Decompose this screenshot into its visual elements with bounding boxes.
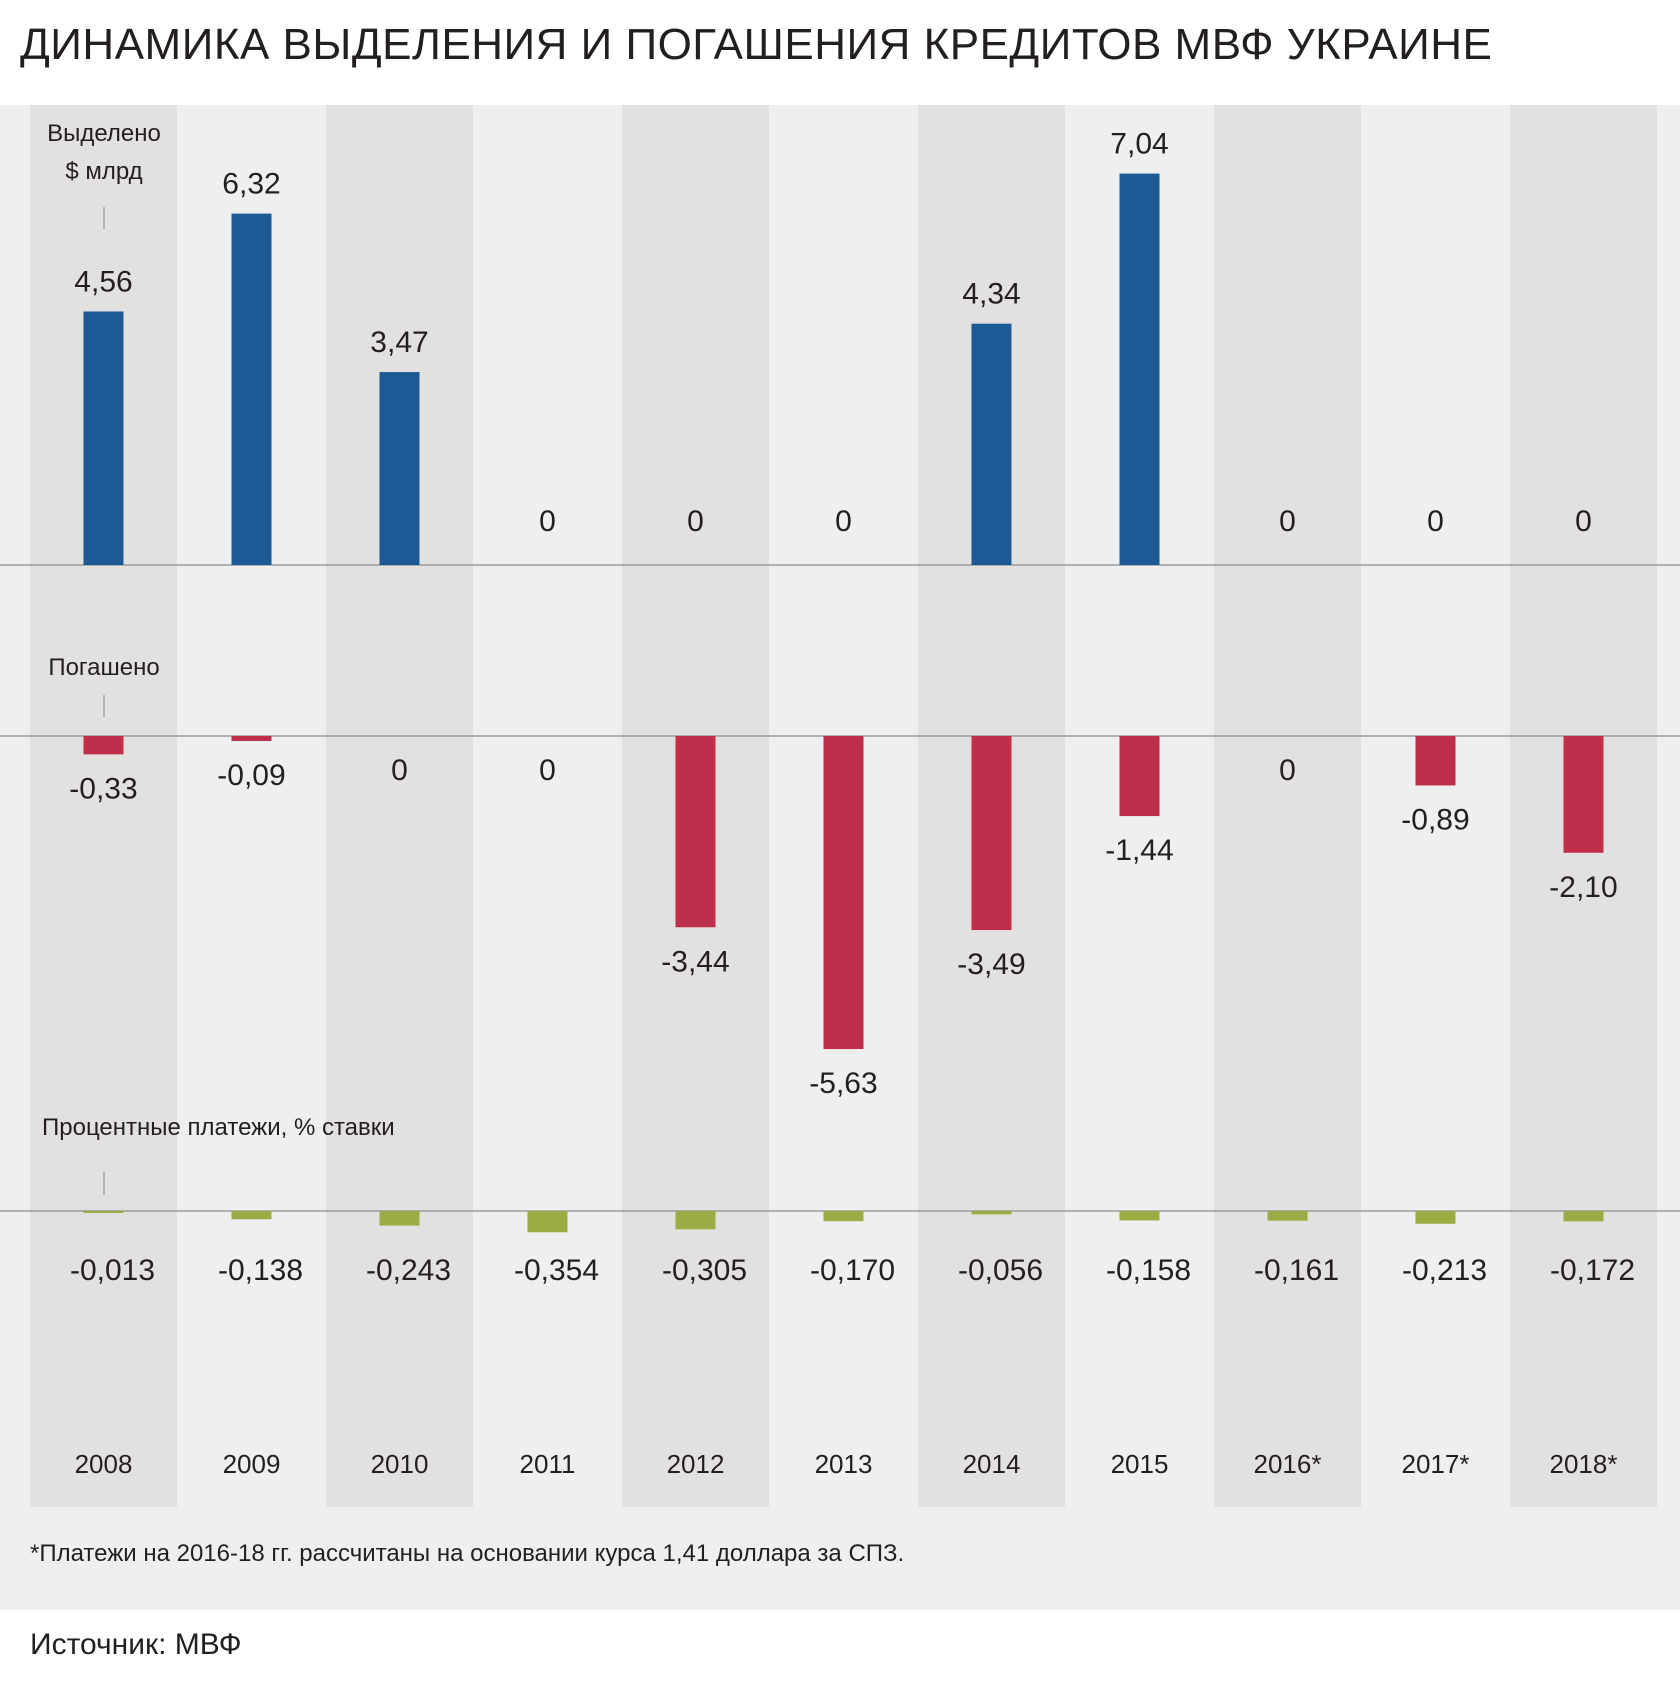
chart-panel: Выделено $ млрд Погашено Процентные платежи… (0, 105, 1680, 1610)
x-tick-label: 2011 (520, 1449, 576, 1479)
chart-svg: Выделено $ млрд Погашено Процентные платежи… (0, 105, 1680, 1507)
data-label-repaid: 0 (1279, 754, 1296, 787)
x-tick-label: 2015 (1111, 1449, 1169, 1479)
data-label-interest: -0,056 (958, 1254, 1043, 1287)
data-label-allocated: 0 (1279, 505, 1296, 538)
data-label-interest: -0,161 (1254, 1254, 1339, 1287)
data-label-allocated: 0 (1427, 505, 1444, 538)
data-label-allocated: 0 (539, 505, 556, 538)
data-label-repaid: -0,33 (69, 772, 137, 805)
bar-interest-2017* (1415, 1211, 1456, 1224)
bar-allocated-2008 (83, 311, 124, 565)
x-tick-label: 2012 (667, 1449, 725, 1479)
bar-interest-2018* (1563, 1211, 1604, 1222)
data-label-repaid: -0,09 (217, 759, 285, 792)
bar-repaid-2017* (1415, 736, 1456, 786)
bar-interest-2015 (1119, 1211, 1160, 1221)
unit-label: $ млрд (65, 158, 142, 185)
data-label-interest: -0,243 (366, 1254, 451, 1287)
bar-interest-2011 (527, 1211, 568, 1233)
x-tick-label: 2017* (1402, 1449, 1470, 1479)
bar-interest-2008 (83, 1211, 124, 1213)
x-tick-label: 2013 (815, 1449, 873, 1479)
bar-interest-2014 (971, 1211, 1012, 1215)
data-label-allocated: 4,56 (74, 265, 132, 298)
x-tick-label: 2010 (371, 1449, 429, 1479)
bar-allocated-2014 (971, 323, 1012, 565)
data-label-interest: -0,354 (514, 1254, 599, 1287)
data-label-repaid: -0,89 (1401, 803, 1469, 836)
data-label-repaid: 0 (391, 754, 408, 787)
bar-repaid-2018* (1563, 736, 1604, 853)
column-band (326, 105, 473, 1507)
section-label-1: Выделено (47, 120, 161, 147)
bar-repaid-2013 (823, 736, 864, 1050)
bar-interest-2013 (823, 1211, 864, 1222)
section-label-2: Погашено (48, 654, 159, 681)
x-tick-label: 2018* (1550, 1449, 1618, 1479)
data-label-allocated: 0 (835, 505, 852, 538)
data-label-repaid: -3,44 (661, 945, 729, 978)
data-label-interest: -0,138 (218, 1254, 303, 1287)
bar-interest-2016* (1267, 1211, 1308, 1221)
data-label-interest: -0,158 (1106, 1254, 1191, 1287)
data-label-repaid: 0 (539, 754, 556, 787)
data-label-allocated: 0 (687, 505, 704, 538)
x-tick-label: 2008 (75, 1449, 133, 1479)
data-label-repaid: -5,63 (809, 1067, 877, 1100)
bar-repaid-2008 (83, 736, 124, 755)
data-label-repaid: -1,44 (1105, 834, 1173, 867)
bar-repaid-2012 (675, 736, 716, 928)
bar-repaid-2015 (1119, 736, 1160, 817)
bar-interest-2012 (675, 1211, 716, 1230)
bar-repaid-2009 (231, 736, 272, 742)
x-tick-label: 2009 (223, 1449, 281, 1479)
data-label-allocated: 6,32 (222, 168, 280, 201)
data-label-repaid: -3,49 (957, 948, 1025, 981)
bar-allocated-2015 (1119, 173, 1160, 565)
chart-title: ДИНАМИКА ВЫДЕЛЕНИЯ И ПОГАШЕНИЯ КРЕДИТОВ … (20, 20, 1493, 69)
x-tick-label: 2016* (1254, 1449, 1322, 1479)
bar-interest-2009 (231, 1211, 272, 1220)
footnote: *Платежи на 2016-18 гг. рассчитаны на ос… (30, 1540, 905, 1567)
bar-allocated-2009 (231, 213, 272, 565)
x-tick-label: 2014 (963, 1449, 1021, 1479)
column-band (1214, 105, 1361, 1507)
bar-repaid-2014 (971, 736, 1012, 931)
bar-interest-2010 (379, 1211, 420, 1226)
source-note: Источник: МВФ (30, 1628, 242, 1661)
data-label-interest: -0,213 (1402, 1254, 1487, 1287)
section-label-3: Процентные платежи, % ставки (42, 1114, 395, 1141)
data-label-interest: -0,170 (810, 1254, 895, 1287)
data-label-allocated: 3,47 (370, 326, 428, 359)
data-label-interest: -0,305 (662, 1254, 747, 1287)
data-label-interest: -0,172 (1550, 1254, 1635, 1287)
data-label-allocated: 7,04 (1110, 128, 1168, 161)
data-label-interest: -0,013 (70, 1254, 155, 1287)
bar-allocated-2010 (379, 372, 420, 565)
data-label-allocated: 4,34 (962, 278, 1020, 311)
data-label-allocated: 0 (1575, 505, 1592, 538)
data-label-repaid: -2,10 (1549, 871, 1617, 904)
